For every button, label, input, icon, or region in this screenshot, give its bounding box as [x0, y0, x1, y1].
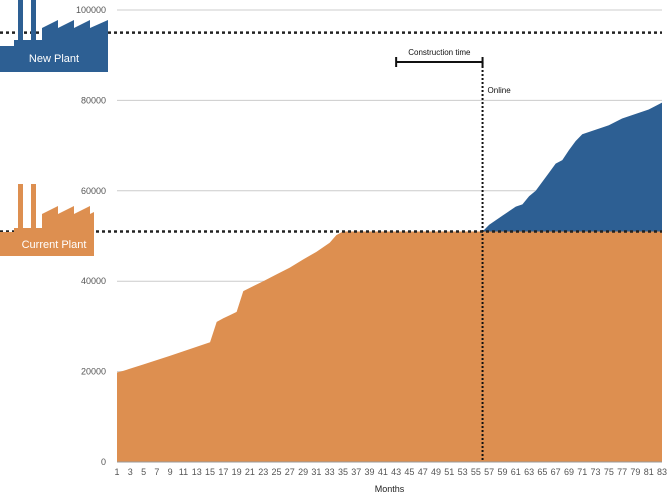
x-tick-label: 9	[168, 467, 173, 477]
current-plant-factory-icon: Current Plant	[0, 184, 94, 256]
y-tick-label: 60000	[81, 186, 106, 196]
x-tick-label: 13	[192, 467, 202, 477]
x-tick-label: 3	[128, 467, 133, 477]
x-tick-label: 49	[431, 467, 441, 477]
x-tick-label: 41	[378, 467, 388, 477]
x-axis-title: Months	[375, 484, 405, 494]
x-tick-label: 77	[617, 467, 627, 477]
plot-areas	[117, 102, 662, 462]
new-plant-area	[482, 102, 662, 232]
x-tick-label: 7	[154, 467, 159, 477]
y-tick-label: 100000	[76, 5, 106, 15]
y-tick-label: 80000	[81, 95, 106, 105]
x-tick-label: 55	[471, 467, 481, 477]
x-tick-label: 37	[351, 467, 361, 477]
x-tick-label: 11	[179, 467, 188, 477]
construction-annotation: Construction time	[395, 48, 484, 67]
construction-label: Construction time	[408, 48, 471, 57]
x-tick-label: 45	[404, 467, 414, 477]
x-tick-label: 65	[537, 467, 547, 477]
x-tick-label: 79	[630, 467, 640, 477]
x-tick-label: 57	[484, 467, 494, 477]
x-tick-label: 61	[511, 467, 521, 477]
x-tick-label: 19	[232, 467, 242, 477]
x-tick-label: 47	[418, 467, 428, 477]
y-tick-label: 0	[101, 457, 106, 467]
x-tick-label: 51	[444, 467, 454, 477]
y-axis: 0 20000 40000 60000 80000 100000	[76, 5, 106, 467]
x-tick-label: 35	[338, 467, 348, 477]
x-tick-label: 83	[657, 467, 667, 477]
x-tick-label: 31	[311, 467, 321, 477]
x-tick-label: 29	[298, 467, 308, 477]
x-tick-label: 39	[365, 467, 375, 477]
x-tick-label: 75	[604, 467, 614, 477]
current-plant-area	[117, 231, 662, 462]
online-label: Online	[488, 86, 512, 95]
x-tick-label: 21	[245, 467, 255, 477]
x-tick-label: 69	[564, 467, 574, 477]
online-annotation: Online	[481, 62, 512, 462]
x-tick-label: 27	[285, 467, 295, 477]
current-plant-label: Current Plant	[22, 239, 87, 251]
x-tick-label: 73	[591, 467, 601, 477]
new-plant-factory-icon: New Plant	[0, 0, 108, 72]
x-tick-label: 81	[644, 467, 654, 477]
x-tick-label: 5	[141, 467, 146, 477]
x-tick-label: 33	[325, 467, 335, 477]
x-tick-label: 43	[391, 467, 401, 477]
y-tick-label: 40000	[81, 276, 106, 286]
x-tick-label: 15	[205, 467, 215, 477]
x-tick-label: 67	[551, 467, 561, 477]
y-tick-label: 20000	[81, 367, 106, 377]
reference-lines	[0, 31, 662, 233]
x-tick-label: 71	[577, 467, 587, 477]
x-tick-label: 1	[114, 467, 119, 477]
x-tick-label: 63	[524, 467, 534, 477]
x-tick-label: 59	[497, 467, 507, 477]
x-axis: 1 3 5 7 9 11 13 15 17 19 21 23 25 27 29 31 33 35 37 39 41 43 4…	[114, 461, 667, 477]
x-tick-label: 25	[272, 467, 282, 477]
x-tick-label: 23	[258, 467, 268, 477]
new-plant-label: New Plant	[29, 53, 79, 65]
x-tick-label: 53	[458, 467, 468, 477]
x-tick-label: 17	[218, 467, 228, 477]
